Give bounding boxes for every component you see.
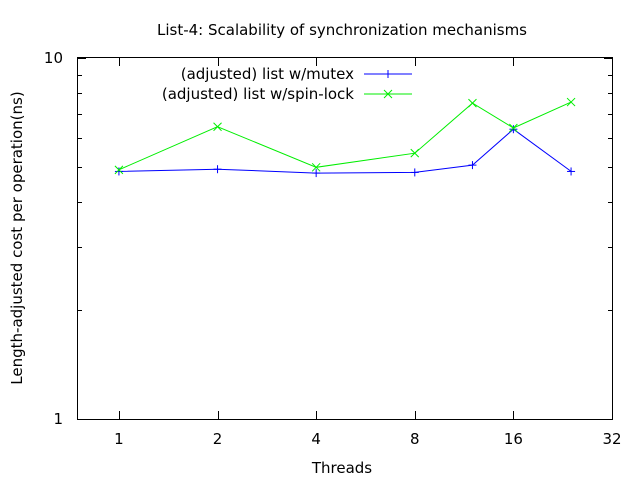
y-tick-label: 10 (44, 49, 63, 67)
legend-marker (384, 70, 392, 78)
data-point-d2 (509, 123, 518, 133)
data-point (566, 97, 576, 107)
data-point (114, 167, 123, 176)
x-tick-label: 32 (602, 430, 621, 448)
data-point (509, 123, 518, 133)
data-point-d2 (468, 98, 477, 108)
data-point-d2 (566, 97, 576, 107)
x-tick-label: 4 (311, 430, 321, 448)
axes-ticks: 1 2 4 8 16 32 1 10 (44, 49, 622, 448)
plot-frame (77, 57, 613, 420)
series-line-1 (118, 128, 572, 174)
y-axis-label: Length-adjusted cost per operation(ns) (8, 91, 26, 384)
chart-title: List-4: Scalability of synchronization m… (157, 21, 527, 39)
data-point (468, 98, 477, 108)
data-point (312, 169, 321, 178)
legend-marker (383, 89, 393, 99)
x-tick-label: 16 (504, 430, 523, 448)
data-point-d2 (311, 162, 321, 172)
x-tick-label: 8 (410, 430, 420, 448)
data-point (509, 125, 518, 134)
data-point-d2 (213, 122, 222, 132)
data-point (468, 161, 477, 170)
data-point (410, 168, 419, 177)
legend-label: (adjusted) list w/mutex (181, 65, 354, 83)
series-line-2 (118, 101, 572, 171)
x-tick-label: 1 (114, 430, 124, 448)
data-point (311, 162, 321, 172)
data-point (410, 148, 420, 158)
x-axis-label: Threads (311, 459, 372, 477)
legend-marker-d2 (383, 89, 393, 99)
legend-label: (adjusted) list w/spin-lock (162, 85, 354, 103)
legend: (adjusted) list w/mutex (adjusted) list w… (162, 65, 412, 103)
data-point-d2 (114, 165, 124, 175)
series-group (114, 97, 576, 178)
y-tick-label: 1 (53, 410, 63, 428)
data-point-d2 (410, 148, 420, 158)
data-point (114, 165, 124, 175)
data-point (213, 165, 222, 174)
data-point (567, 167, 576, 176)
data-point (213, 122, 222, 132)
x-tick-label: 2 (213, 430, 223, 448)
